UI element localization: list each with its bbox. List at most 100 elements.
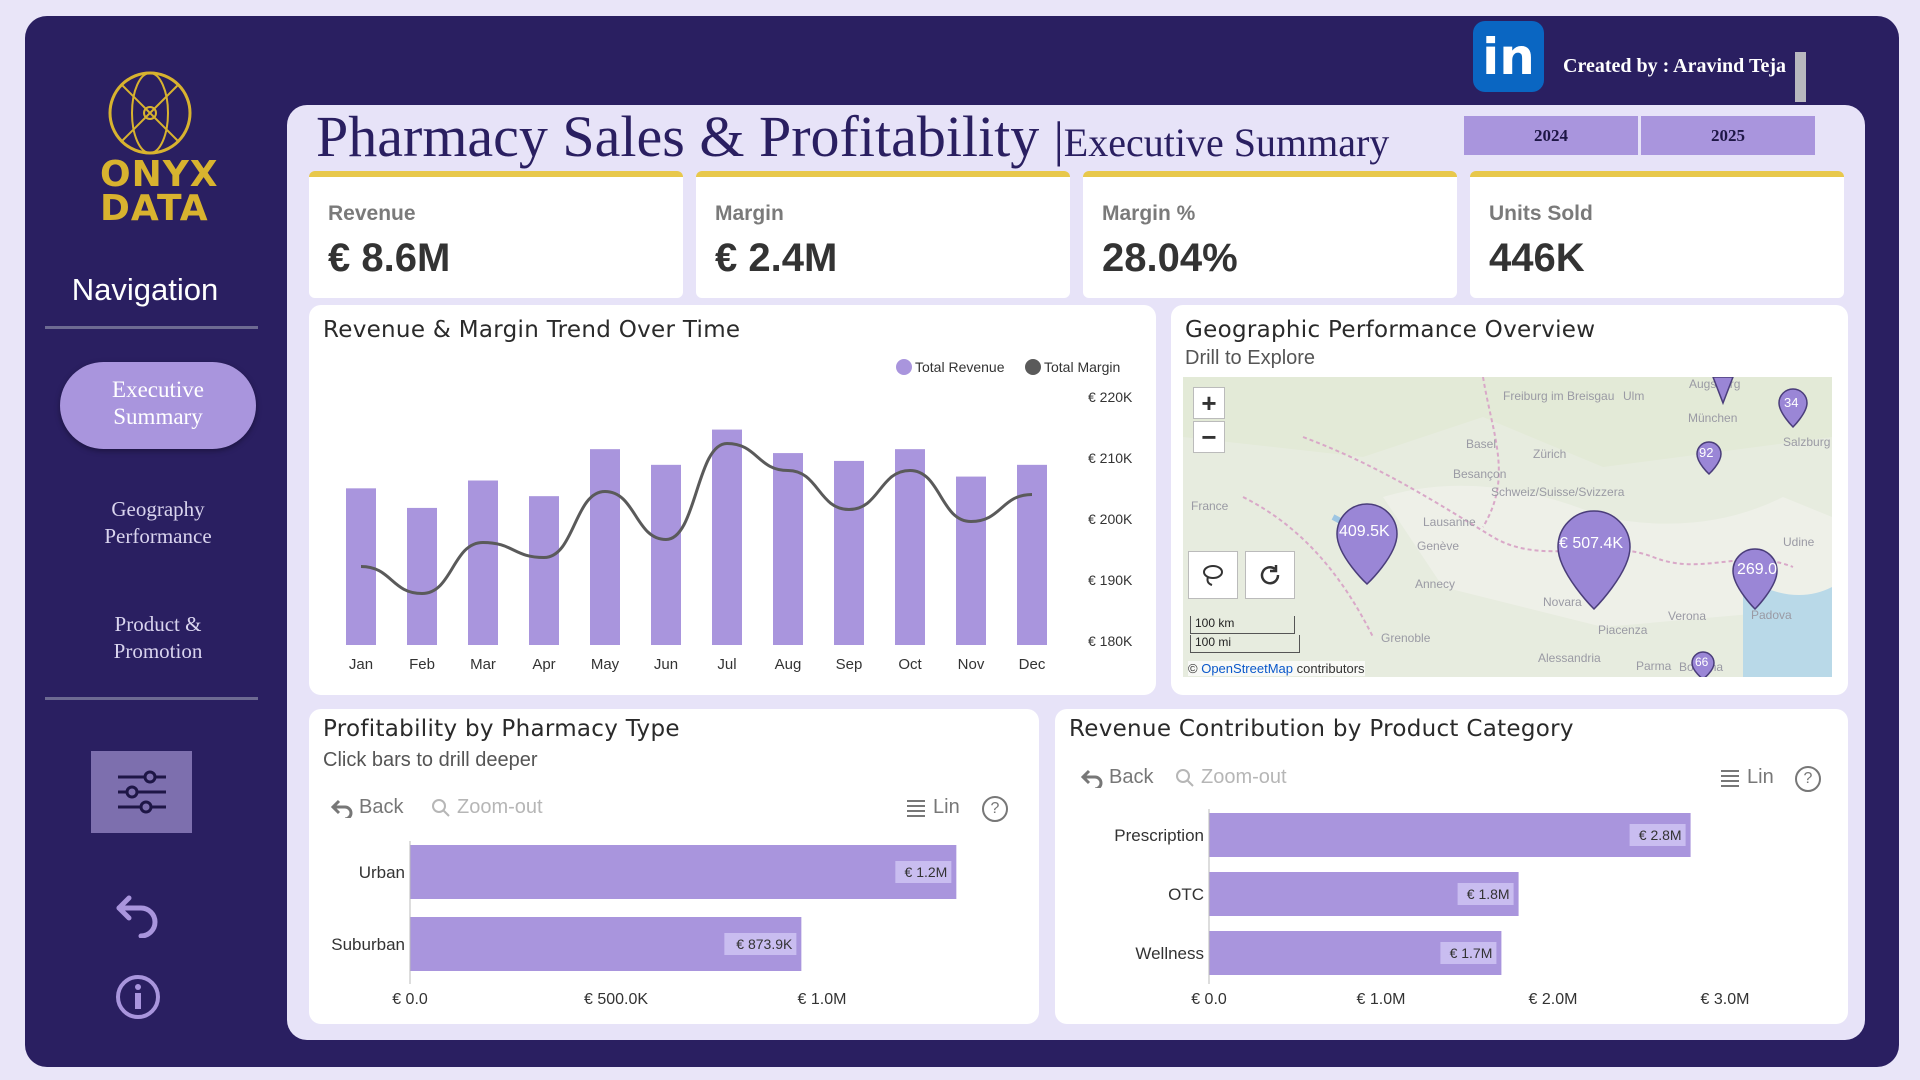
- nav-label-line1: Geography: [111, 497, 205, 521]
- zoom-out-button[interactable]: Zoom-out: [1175, 766, 1287, 789]
- kpi-label: Margin %: [1102, 202, 1196, 225]
- data-label-bg: [724, 933, 797, 955]
- legend-margin-label[interactable]: Total Margin: [1044, 359, 1120, 375]
- revenue-bar[interactable]: [895, 449, 925, 645]
- map-pin[interactable]: [1336, 503, 1398, 586]
- map-place-label: Parma: [1636, 659, 1672, 673]
- nav-label-line2: Promotion: [113, 639, 203, 663]
- openstreetmap-link[interactable]: OpenStreetMap: [1201, 661, 1293, 676]
- map[interactable]: Freiburg im Breisgau Ulm München Basel Z…: [1183, 377, 1832, 677]
- revenue-bar[interactable]: [1017, 464, 1047, 645]
- help-icon[interactable]: ?: [1795, 766, 1821, 792]
- zoom-out-button[interactable]: −: [1193, 421, 1225, 453]
- category-label: Wellness: [1135, 944, 1204, 963]
- revenue-bar[interactable]: [773, 453, 803, 645]
- pin-value-label: 92: [1699, 445, 1714, 460]
- nav-divider-bottom: [45, 697, 258, 700]
- map-pin[interactable]: [1778, 388, 1808, 429]
- map-place-label: Lausanne: [1423, 515, 1476, 529]
- map-pin[interactable]: [1696, 441, 1722, 476]
- map-pin[interactable]: [1712, 377, 1734, 406]
- data-label-bg: [1457, 883, 1514, 905]
- legend-revenue-label[interactable]: Total Revenue: [915, 359, 1005, 375]
- map-place-label: Genève: [1417, 539, 1460, 553]
- map-pin[interactable]: [1691, 651, 1715, 677]
- linear-scale-button[interactable]: Lin: [1719, 766, 1774, 789]
- zoom-out-label: Zoom-out: [457, 796, 543, 818]
- map-pin[interactable]: [1557, 510, 1631, 611]
- revenue-bar[interactable]: [407, 507, 437, 645]
- category-bar-chart[interactable]: Prescription € 2.8M OTC € 1.8M Wellness € 1.7…: [1055, 709, 1848, 1024]
- help-icon[interactable]: ?: [982, 796, 1008, 822]
- attribution-suffix: contributors: [1296, 661, 1365, 676]
- revenue-bar[interactable]: [956, 476, 986, 645]
- category-bar[interactable]: [410, 845, 957, 899]
- back-label: Back: [359, 796, 404, 818]
- legend-margin-marker: [1025, 359, 1041, 375]
- pin-value-label: 34: [1784, 395, 1799, 410]
- data-label: € 1.7M: [1450, 945, 1493, 961]
- zoom-in-button[interactable]: +: [1193, 387, 1225, 419]
- revenue-bar[interactable]: [712, 429, 742, 645]
- margin-line[interactable]: [360, 441, 1033, 596]
- map-place-label: München: [1688, 411, 1738, 425]
- y-axis-tick: € 220K: [1088, 389, 1133, 405]
- revenue-bar[interactable]: [834, 460, 864, 645]
- y-axis-tick: € 190K: [1088, 572, 1133, 588]
- map-place-label: Alessandria: [1538, 651, 1601, 665]
- drill-back-button[interactable]: Back: [1081, 766, 1153, 789]
- revenue-bar[interactable]: [468, 480, 498, 646]
- x-axis-tick: € 2.0M: [1529, 991, 1578, 1008]
- page-subtitle: Executive Summary: [1063, 120, 1390, 165]
- drill-back-button[interactable]: Back: [331, 796, 403, 819]
- data-label-bg: [895, 861, 952, 883]
- kpi-value: 28.04%: [1102, 236, 1238, 280]
- scrollbar-thumb[interactable]: [1795, 52, 1806, 102]
- map-place-label: Schweiz/Suisse/Svizzera: [1491, 485, 1625, 499]
- pharmacy-bar-chart[interactable]: Urban € 1.2M Suburban € 873.9K € 0.0 € 500.0K…: [309, 709, 1039, 1024]
- x-axis-tick: € 1.0M: [1357, 991, 1406, 1008]
- info-icon[interactable]: [114, 973, 162, 1026]
- nav-product-promotion-button[interactable]: Product & Promotion: [60, 611, 256, 665]
- scale-km: 100 km: [1190, 616, 1295, 634]
- revenue-bar[interactable]: [529, 496, 559, 645]
- back-icon: [331, 799, 353, 818]
- data-label-bg: [1440, 942, 1497, 964]
- revenue-bar[interactable]: [590, 449, 620, 645]
- y-axis-tick: € 200K: [1088, 511, 1133, 527]
- nav-label-line2: Summary: [113, 404, 203, 429]
- map-pin[interactable]: [1732, 548, 1778, 611]
- kpi-label: Revenue: [328, 202, 416, 225]
- map-attribution: © OpenStreetMap contributors: [1188, 661, 1365, 676]
- linear-scale-button[interactable]: Lin: [905, 796, 960, 819]
- pharmacy-subtitle: Click bars to drill deeper: [323, 749, 538, 771]
- pin-value-label: 269.0: [1737, 561, 1778, 578]
- back-label: Back: [1109, 766, 1154, 788]
- lasso-select-button[interactable]: [1188, 551, 1238, 599]
- filter-panel-button[interactable]: [91, 751, 192, 833]
- map-place-label: Annecy: [1415, 577, 1456, 591]
- nav-label-line1: Product &: [114, 612, 202, 636]
- trend-chart[interactable]: Total Revenue Total Margin € 220K € 210K € …: [309, 305, 1156, 695]
- zoom-out-button[interactable]: Zoom-out: [431, 796, 543, 819]
- category-label: Suburban: [331, 935, 405, 954]
- list-icon: [1721, 769, 1739, 787]
- revenue-bar[interactable]: [651, 464, 681, 645]
- nav-geography-performance-button[interactable]: Geography Performance: [60, 496, 256, 550]
- refresh-icon: [1260, 565, 1280, 585]
- page-title: Pharmacy Sales & Profitability |Executiv…: [316, 103, 1389, 170]
- map-place-label: Zürich: [1533, 447, 1567, 461]
- year-slicer-2024[interactable]: 2024: [1464, 116, 1638, 155]
- linkedin-icon[interactable]: in: [1473, 21, 1544, 92]
- reset-view-button[interactable]: [1245, 551, 1295, 599]
- lin-label: Lin: [1747, 766, 1774, 788]
- year-slicer-2025[interactable]: 2025: [1641, 116, 1815, 155]
- nav-executive-summary-button[interactable]: Executive Summary: [60, 362, 256, 449]
- attribution-symbol: ©: [1188, 661, 1198, 676]
- category-bar[interactable]: [1209, 813, 1691, 857]
- data-label-bg: [1629, 824, 1686, 846]
- back-arrow-icon[interactable]: [113, 888, 163, 943]
- navigation-heading: Navigation: [71, 272, 219, 307]
- y-axis-tick: € 180K: [1088, 633, 1133, 649]
- map-place-label: Salzburg: [1783, 435, 1831, 449]
